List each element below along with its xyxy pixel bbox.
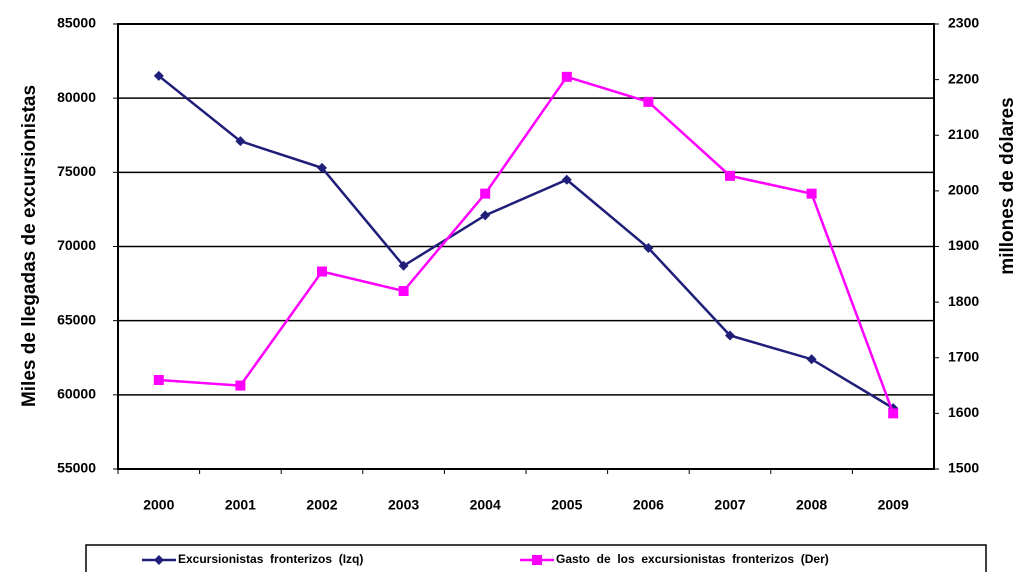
y-tick-label: 70000 <box>57 237 96 253</box>
point <box>153 375 164 385</box>
point <box>235 380 246 391</box>
y2-tick-label: 1900 <box>948 237 979 253</box>
y2-tick-label: 1700 <box>948 348 979 364</box>
x-tick-label: 2004 <box>470 497 501 513</box>
y-tick-label: 55000 <box>57 460 96 476</box>
point <box>561 71 572 82</box>
x-tick-label: 2000 <box>143 497 174 513</box>
y-tick-label: 65000 <box>57 311 96 327</box>
point <box>480 210 491 221</box>
x-tick-label: 2008 <box>796 497 827 513</box>
x-tick-label: 2003 <box>388 497 419 513</box>
series-line <box>158 75 895 414</box>
point <box>643 96 654 107</box>
point <box>153 70 164 81</box>
point <box>398 260 409 271</box>
y-tick-label: 85000 <box>57 15 96 31</box>
point <box>480 188 491 199</box>
x-tick-label: 2005 <box>551 497 582 513</box>
y2-tick-label: 1800 <box>948 293 979 309</box>
point <box>806 188 817 199</box>
y2-tick-label: 2200 <box>948 70 979 86</box>
point <box>317 162 327 173</box>
y2-tick-label: 1500 <box>948 460 979 476</box>
x-tick-label: 2006 <box>633 497 664 513</box>
point <box>317 266 327 277</box>
y-tick-label: 80000 <box>57 89 96 105</box>
x-tick-label: 2002 <box>306 497 337 513</box>
y2-axis-title: millones de dólares <box>997 97 1018 274</box>
y2-tick-label: 2300 <box>948 15 979 31</box>
point <box>398 286 409 296</box>
y2-tick-label: 1600 <box>948 404 979 420</box>
series-line <box>158 74 894 410</box>
y-tick-label: 60000 <box>57 386 96 402</box>
point <box>725 330 735 341</box>
x-tick-label: 2007 <box>714 497 745 513</box>
y2-tick-label: 2100 <box>948 126 979 142</box>
point <box>806 354 817 365</box>
legend-marker <box>154 555 164 565</box>
point <box>888 408 899 419</box>
y-axis-title: Miles de llegadas de excursionistas <box>19 85 40 407</box>
point <box>235 136 246 147</box>
point <box>643 242 654 253</box>
y-tick-label: 75000 <box>57 163 96 179</box>
y2-tick-label: 2000 <box>948 182 979 198</box>
legend-label: Gasto de los excursionistas fronterizos … <box>556 552 829 566</box>
x-tick-label: 2009 <box>878 497 909 513</box>
point <box>725 170 735 181</box>
legend-marker <box>532 555 542 565</box>
legend-label: Excursionistas fronterizos (Izq) <box>178 552 363 566</box>
x-tick-label: 2001 <box>225 497 256 513</box>
point <box>561 174 572 185</box>
legend-box <box>85 544 987 572</box>
